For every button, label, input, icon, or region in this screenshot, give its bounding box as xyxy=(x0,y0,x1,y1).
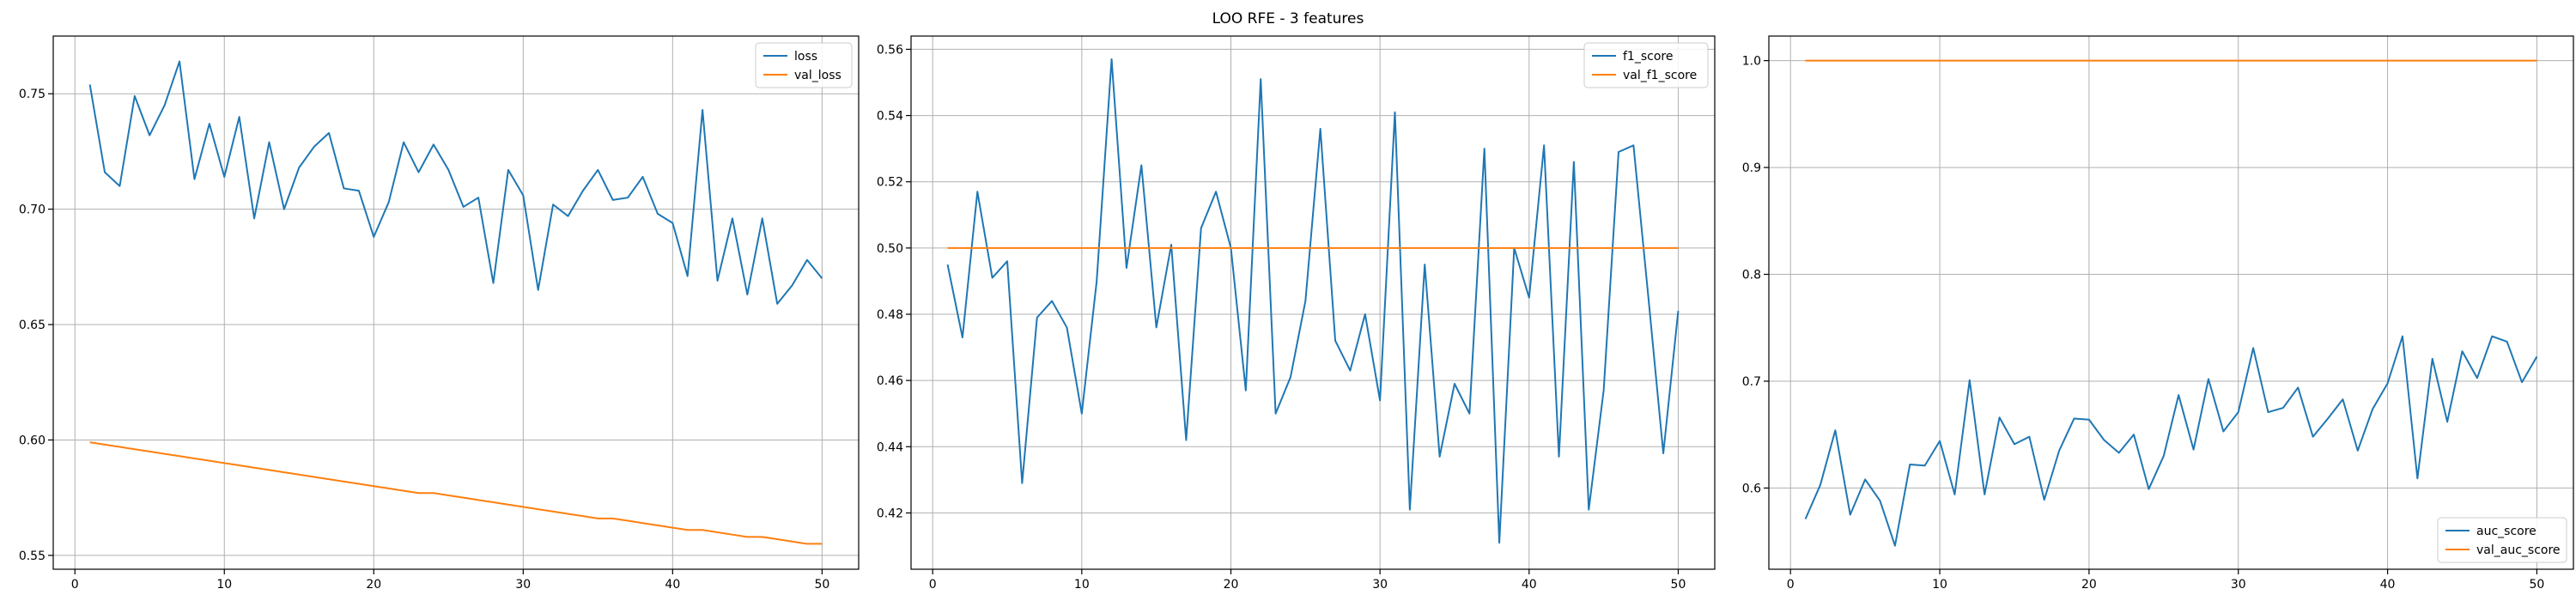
legend-box xyxy=(755,42,853,88)
x-tick-label: 10 xyxy=(216,578,232,592)
x-tick-label: 10 xyxy=(1932,578,1947,592)
x-tick-label: 0 xyxy=(1787,578,1795,592)
series-line-val-loss xyxy=(89,441,823,545)
x-tick-label: 0 xyxy=(71,578,79,592)
subplot-auc-score: 0 10 20 30 40 50 0.6 0.7 0.8 0.9 1.0 auc_score val_a… xyxy=(1742,35,2574,592)
y-tick-label: 0.50 xyxy=(877,242,903,256)
x-tick-label: 10 xyxy=(1074,578,1090,592)
y-tick-label: 0.56 xyxy=(877,43,903,57)
y-tick-label: 0.8 xyxy=(1742,269,1761,282)
legend-box xyxy=(2437,517,2567,563)
y-tick-label: 0.52 xyxy=(877,176,903,190)
series-line-loss xyxy=(88,60,823,305)
x-tick-label: 20 xyxy=(2081,578,2097,592)
y-tick-label: 0.70 xyxy=(19,203,46,217)
y-tick-label: 0.9 xyxy=(1742,161,1761,175)
axes-frame xyxy=(52,35,860,570)
legend-label-loss: loss xyxy=(794,50,817,64)
axes-frame xyxy=(1768,35,2574,570)
y-tick-label: 0.42 xyxy=(877,507,903,520)
legend-label-val-f1-score: val_f1_score xyxy=(1623,69,1697,82)
x-tick-label: 20 xyxy=(366,578,381,592)
x-tick-label: 50 xyxy=(1671,578,1686,592)
y-tick-label: 0.7 xyxy=(1742,375,1761,389)
x-tick-label: 30 xyxy=(1372,578,1388,592)
legend: loss val_loss xyxy=(755,42,853,88)
legend: f1_score val_f1_score xyxy=(1583,42,1709,88)
x-tick-label: 50 xyxy=(2529,578,2544,592)
legend-box xyxy=(1583,42,1709,88)
y-tick-label: 0.54 xyxy=(877,110,903,124)
y-tick-label: 0.75 xyxy=(19,88,46,101)
figure-title: LOO RFE - 3 features xyxy=(1212,10,1364,27)
y-tick-label: 0.46 xyxy=(877,374,903,388)
y-tick-label: 0.44 xyxy=(877,440,903,454)
x-tick-label: 30 xyxy=(2231,578,2246,592)
x-tick-label: 30 xyxy=(515,578,531,592)
y-tick-label: 0.55 xyxy=(19,549,46,563)
y-tick-label: 0.65 xyxy=(19,319,46,332)
y-tick-label: 0.6 xyxy=(1742,482,1761,495)
series-line-f1-score xyxy=(946,58,1680,544)
x-tick-label: 0 xyxy=(929,578,937,592)
subplot-f1-score: 0 10 20 30 40 50 0.42 0.44 0.46 0.48 0.50 0.52 0.54 0… xyxy=(877,35,1716,592)
x-tick-label: 40 xyxy=(2380,578,2396,592)
series-line-auc-score xyxy=(1804,335,2538,547)
legend-label-val-auc-score: val_auc_score xyxy=(2476,543,2561,557)
y-tick-label: 0.60 xyxy=(19,434,46,447)
axes-frame xyxy=(910,35,1716,570)
legend-label-val-loss: val_loss xyxy=(794,69,841,82)
legend-label-f1-score: f1_score xyxy=(1623,50,1673,64)
y-tick-label: 1.0 xyxy=(1742,55,1761,69)
x-tick-label: 50 xyxy=(814,578,829,592)
legend: auc_score val_auc_score xyxy=(2437,517,2567,563)
subplot-loss: 0 10 20 30 40 50 0.55 0.60 0.65 0.70 0.75 loss val_l… xyxy=(19,35,860,592)
x-tick-label: 40 xyxy=(1522,578,1537,592)
legend-label-auc-score: auc_score xyxy=(2476,525,2537,538)
x-tick-label: 20 xyxy=(1224,578,1239,592)
y-tick-label: 0.48 xyxy=(877,308,903,322)
x-tick-label: 40 xyxy=(665,578,680,592)
